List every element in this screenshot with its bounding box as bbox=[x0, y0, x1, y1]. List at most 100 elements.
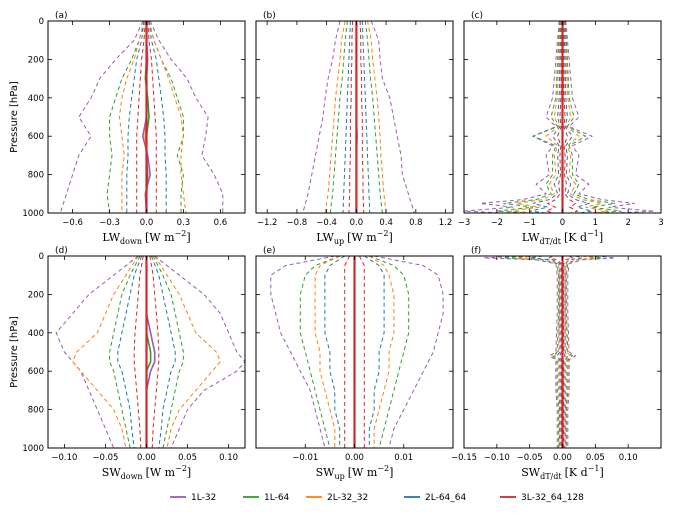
y-tick-label: 800 bbox=[28, 406, 44, 416]
series-3L-32_64_128-lower-line bbox=[133, 256, 144, 448]
x-tick-label: −3 bbox=[458, 218, 471, 228]
series-3L-32_64_128-lower-line bbox=[136, 21, 146, 213]
x-axis-label-close: ] bbox=[388, 231, 392, 244]
y-tick-label: 0 bbox=[39, 17, 44, 27]
legend-label: 1L-32 bbox=[191, 493, 216, 503]
panel-f: −0.15 −0.10 −0.05 0.00 0.05 0.10 (f) SWdT/dt [K … bbox=[451, 246, 662, 481]
y-tick-label: 1000 bbox=[22, 444, 44, 454]
x-tick-label: 0.05 bbox=[586, 453, 605, 463]
x-tick-label: 0.0 bbox=[350, 218, 364, 228]
series-2L-32_32-lower-line bbox=[509, 21, 561, 213]
series-2L-32_32-lower-line bbox=[516, 256, 560, 448]
series-2L-64_64-upper-line bbox=[564, 256, 583, 448]
series-1L-32-lower-line bbox=[55, 256, 139, 448]
plot-area bbox=[302, 21, 415, 213]
series-2L-64_64-lower-line bbox=[117, 256, 143, 448]
legend-label: 2L-32_32 bbox=[327, 493, 368, 503]
x-tick-label: 2 bbox=[625, 218, 630, 228]
x-tick-label: 0.0 bbox=[140, 218, 154, 228]
panel-label: (c) bbox=[471, 11, 483, 21]
x-tick-label: −0.10 bbox=[51, 453, 77, 463]
series-3L-32_64_128-upper-line bbox=[358, 256, 365, 448]
x-axis-label-subscript: down bbox=[121, 472, 143, 481]
x-axis-label-unit: [K d bbox=[564, 231, 587, 244]
plot-area bbox=[59, 21, 224, 213]
series-1L-64-lower-line bbox=[503, 256, 560, 448]
series-1L-32-lower-line bbox=[59, 21, 144, 213]
x-axis-label: LWup [W m−2] bbox=[316, 229, 393, 246]
series-1L-32-upper-line bbox=[149, 21, 224, 213]
series-1L-32-upper-line bbox=[154, 256, 245, 448]
x-axis-label-subscript: down bbox=[120, 237, 142, 246]
series-2L-64_64-upper-line bbox=[563, 21, 593, 213]
x-tick-label: 0.4 bbox=[379, 218, 393, 228]
y-axis-label: Pressure [hPa] bbox=[9, 81, 20, 153]
x-axis-label-exponent: −2 bbox=[175, 464, 187, 473]
x-tick-label: 0.05 bbox=[178, 453, 197, 463]
x-tick-label: −0.4 bbox=[316, 218, 337, 228]
x-tick-label: 0.10 bbox=[219, 453, 238, 463]
series-2L-64_64-lower-line bbox=[529, 256, 561, 448]
x-tick-label: 1.2 bbox=[439, 218, 453, 228]
x-axis-label-close: ] bbox=[599, 231, 603, 244]
series-2L-32_32-upper-line bbox=[154, 256, 221, 448]
x-tick-label: 0.00 bbox=[137, 453, 156, 463]
series-1L-32-lower-line bbox=[302, 21, 341, 213]
series-1L-64-upper-line bbox=[152, 256, 184, 448]
x-tick-label: −0.01 bbox=[292, 453, 318, 463]
series-1L-32-lower-line bbox=[270, 256, 335, 448]
x-axis-label-exponent: −1 bbox=[587, 229, 599, 238]
x-axis-label-unit: [W m bbox=[145, 231, 175, 244]
series-2L-64_64-lower-line bbox=[324, 256, 345, 448]
series-1L-32-upper-line bbox=[565, 21, 655, 213]
legend-label: 2L-64_64 bbox=[425, 493, 467, 503]
series-2L-32_32-lower-line bbox=[118, 21, 145, 213]
y-tick-label: 0 bbox=[39, 252, 44, 262]
panel-d: −0.10 −0.05 0.00 0.05 0.10 0 200 400 600 800 1000 (… bbox=[9, 246, 246, 481]
x-axis-label-close: ] bbox=[186, 231, 190, 244]
series-2L-64_64-lower-line bbox=[529, 21, 562, 213]
series-1L-32-lower-line bbox=[483, 256, 558, 448]
x-axis-label: LWdT/dt [K d−1] bbox=[522, 229, 603, 246]
panel-label: (e) bbox=[263, 246, 276, 256]
series-3L-32_64_128-upper-line bbox=[149, 256, 160, 448]
series-1L-64-upper-line bbox=[564, 21, 622, 213]
panel-label: (b) bbox=[263, 11, 276, 21]
series-3L-32_64_128-upper-line bbox=[562, 21, 579, 213]
legend: 1L-32 1L-64 2L-32_32 2L-64_64 3L-32_64_128 bbox=[170, 493, 584, 503]
x-axis-label-subscript: up bbox=[334, 472, 344, 481]
x-axis-label-unit: [K d bbox=[565, 466, 588, 479]
x-tick-label: −1 bbox=[523, 218, 536, 228]
x-axis-label: SWup [W m−2] bbox=[316, 464, 394, 481]
x-axis-label-main: SW bbox=[316, 466, 336, 479]
series-2L-32_32-upper-line bbox=[148, 21, 187, 213]
x-tick-label: −0.05 bbox=[92, 453, 118, 463]
x-tick-label: 0.3 bbox=[177, 218, 191, 228]
y-tick-label: 600 bbox=[28, 367, 44, 377]
legend-label: 3L-32_64_128 bbox=[521, 493, 584, 503]
x-tick-label: 0.00 bbox=[553, 453, 572, 463]
x-tick-label: −0.8 bbox=[287, 218, 308, 228]
x-axis-label-main: LW bbox=[316, 231, 334, 244]
x-axis-label-main: SW bbox=[102, 466, 122, 479]
x-tick-label: 0 bbox=[560, 218, 565, 228]
x-tick-label: −0.6 bbox=[62, 218, 83, 228]
x-axis-label-close: ] bbox=[389, 466, 393, 479]
y-tick-label: 200 bbox=[28, 55, 44, 65]
series-2L-32_32-upper-line bbox=[369, 256, 395, 448]
series-2L-32_32-lower-line bbox=[324, 21, 346, 213]
x-tick-label: −0.3 bbox=[99, 218, 120, 228]
x-tick-label: −0.10 bbox=[484, 453, 510, 463]
y-tick-label: 1000 bbox=[22, 209, 44, 219]
series-1L-32-lower-line bbox=[464, 21, 560, 213]
y-tick-label: 400 bbox=[28, 94, 44, 104]
x-axis-label-exponent: −2 bbox=[377, 464, 389, 473]
series-2L-64_64-upper-line bbox=[364, 256, 385, 448]
x-tick-label: −0.05 bbox=[517, 453, 543, 463]
legend-label: 1L-64 bbox=[264, 493, 290, 503]
panel-label: (d) bbox=[55, 246, 68, 256]
series-2L-32_32-upper-line bbox=[367, 21, 387, 213]
series-3L-32_64_128-lower-line bbox=[548, 256, 562, 448]
x-axis-label-subscript: dT/dt bbox=[540, 237, 562, 246]
